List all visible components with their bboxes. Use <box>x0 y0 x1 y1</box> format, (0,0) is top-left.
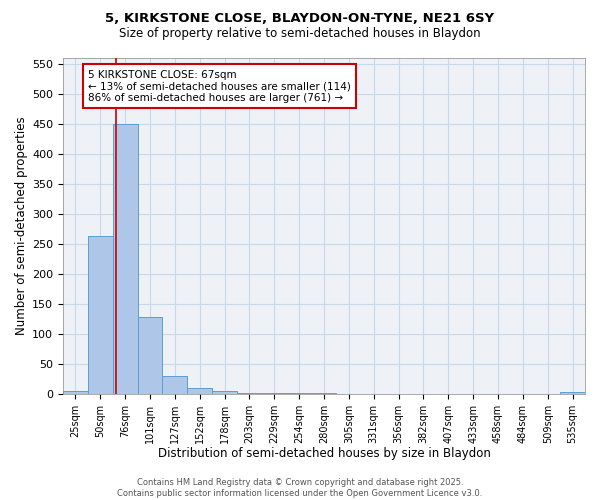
X-axis label: Distribution of semi-detached houses by size in Blaydon: Distribution of semi-detached houses by … <box>158 447 490 460</box>
Bar <box>63 390 88 394</box>
Bar <box>88 236 113 394</box>
Text: Size of property relative to semi-detached houses in Blaydon: Size of property relative to semi-detach… <box>119 28 481 40</box>
Bar <box>113 124 137 394</box>
Text: 5 KIRKSTONE CLOSE: 67sqm
← 13% of semi-detached houses are smaller (114)
86% of : 5 KIRKSTONE CLOSE: 67sqm ← 13% of semi-d… <box>88 70 351 102</box>
Bar <box>311 392 337 394</box>
Y-axis label: Number of semi-detached properties: Number of semi-detached properties <box>15 116 28 335</box>
Bar <box>560 392 585 394</box>
Text: 5, KIRKSTONE CLOSE, BLAYDON-ON-TYNE, NE21 6SY: 5, KIRKSTONE CLOSE, BLAYDON-ON-TYNE, NE2… <box>106 12 494 26</box>
Bar <box>212 390 237 394</box>
Text: Contains HM Land Registry data © Crown copyright and database right 2025.
Contai: Contains HM Land Registry data © Crown c… <box>118 478 482 498</box>
Bar <box>137 318 163 394</box>
Bar <box>262 392 287 394</box>
Bar <box>237 392 262 394</box>
Bar <box>163 376 187 394</box>
Bar <box>287 392 311 394</box>
Bar <box>187 388 212 394</box>
